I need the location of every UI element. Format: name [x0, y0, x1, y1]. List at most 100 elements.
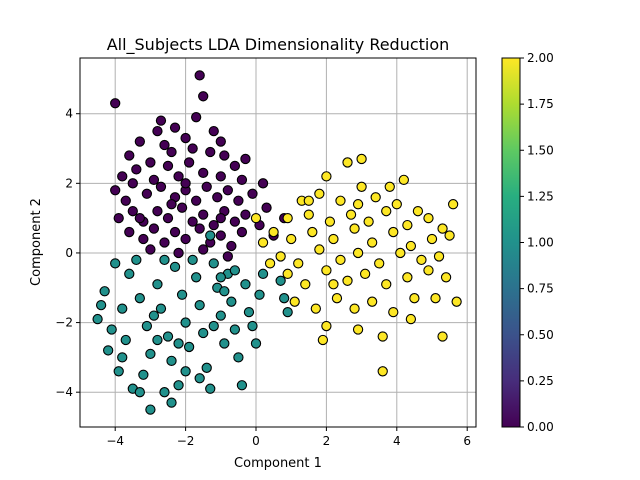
data-point — [261, 202, 272, 213]
colorbar-ticks: 0.00 0.25 0.50 0.75 1.00 1.25 1.50 1.75 2.00 — [520, 51, 554, 434]
data-point — [331, 293, 343, 304]
data-point — [335, 254, 346, 266]
y-tick-label: −4 — [55, 385, 73, 399]
data-point — [240, 153, 251, 165]
data-point — [391, 199, 402, 210]
data-point — [377, 331, 388, 342]
data-point — [222, 251, 233, 262]
data-point — [138, 369, 149, 380]
data-point — [402, 272, 413, 283]
data-point — [356, 153, 367, 165]
x-tick-label: 2 — [323, 434, 331, 448]
colorbar-tick-label: 0.00 — [527, 420, 554, 434]
data-point — [159, 387, 170, 398]
data-point — [395, 247, 406, 259]
data-point — [134, 212, 145, 224]
data-point — [229, 216, 241, 227]
data-point — [173, 380, 184, 391]
data-point — [208, 320, 219, 332]
data-point — [219, 286, 230, 297]
data-point — [303, 209, 314, 220]
data-point — [363, 216, 374, 227]
data-point — [310, 303, 321, 314]
data-point — [426, 233, 438, 245]
data-point — [226, 240, 237, 252]
data-point — [215, 230, 226, 241]
data-point — [321, 320, 332, 332]
data-point — [124, 226, 135, 238]
data-point — [194, 223, 205, 234]
data-point — [134, 293, 145, 304]
data-point — [279, 293, 290, 304]
y-axis-label: Component 2 — [29, 198, 44, 286]
data-point — [356, 181, 367, 192]
data-point — [367, 296, 378, 307]
data-point — [250, 338, 262, 349]
y-tick-label: 2 — [65, 176, 73, 190]
data-point — [134, 136, 145, 147]
data-point — [180, 317, 191, 328]
data-point — [169, 122, 181, 133]
data-point — [145, 244, 156, 255]
data-point — [236, 226, 248, 238]
data-point — [345, 209, 357, 220]
colorbar-tick-label: 0.25 — [527, 374, 554, 388]
data-point — [257, 178, 269, 189]
data-point — [349, 223, 360, 234]
data-point — [275, 275, 286, 286]
data-point — [275, 251, 286, 262]
data-point — [180, 132, 191, 144]
data-point — [173, 171, 184, 182]
data-point — [240, 279, 251, 290]
data-point — [148, 174, 160, 185]
data-point — [187, 216, 198, 227]
data-point — [194, 373, 205, 384]
data-point — [257, 268, 269, 279]
data-point — [208, 258, 219, 269]
data-point — [152, 279, 163, 290]
data-point — [183, 341, 195, 353]
data-point — [191, 272, 202, 283]
data-point — [198, 91, 209, 102]
data-point — [145, 348, 156, 360]
data-point — [352, 247, 364, 259]
data-point — [226, 296, 237, 307]
data-point — [388, 226, 399, 238]
data-point — [176, 202, 188, 213]
data-point — [335, 195, 346, 206]
data-point — [148, 223, 160, 234]
data-point — [405, 313, 417, 325]
data-point — [282, 306, 293, 318]
data-point — [233, 195, 244, 206]
data-point — [430, 293, 441, 304]
x-tick-label: 6 — [463, 434, 471, 448]
data-point — [103, 345, 114, 356]
data-point — [138, 233, 149, 245]
data-point — [166, 146, 177, 158]
data-point — [236, 380, 248, 391]
data-point — [205, 383, 216, 394]
data-point — [321, 265, 332, 276]
data-point — [367, 237, 378, 248]
data-point — [152, 206, 163, 217]
data-point — [159, 139, 170, 151]
data-point — [194, 70, 205, 81]
colorbar — [501, 57, 521, 428]
data-point — [405, 240, 417, 252]
data-point — [113, 212, 124, 224]
data-point — [342, 275, 353, 286]
data-point — [159, 254, 170, 266]
data-point — [402, 219, 413, 231]
data-point — [352, 199, 364, 210]
data-point — [117, 352, 128, 363]
y-tick-label: −2 — [55, 316, 73, 330]
data-point — [120, 334, 131, 346]
data-point — [198, 244, 209, 255]
data-point — [215, 310, 226, 321]
data-point — [127, 206, 138, 217]
data-point — [377, 366, 388, 377]
data-point — [381, 279, 392, 290]
data-point — [381, 206, 392, 217]
data-point — [201, 362, 212, 373]
